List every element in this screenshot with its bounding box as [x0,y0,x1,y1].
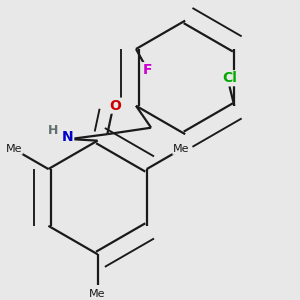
Text: H: H [48,124,58,137]
Text: N: N [61,130,73,144]
Text: Cl: Cl [222,71,237,85]
Text: O: O [110,99,121,112]
Text: Me: Me [173,144,189,154]
Text: Me: Me [6,144,22,154]
Text: Me: Me [89,289,106,299]
Text: F: F [142,63,152,77]
